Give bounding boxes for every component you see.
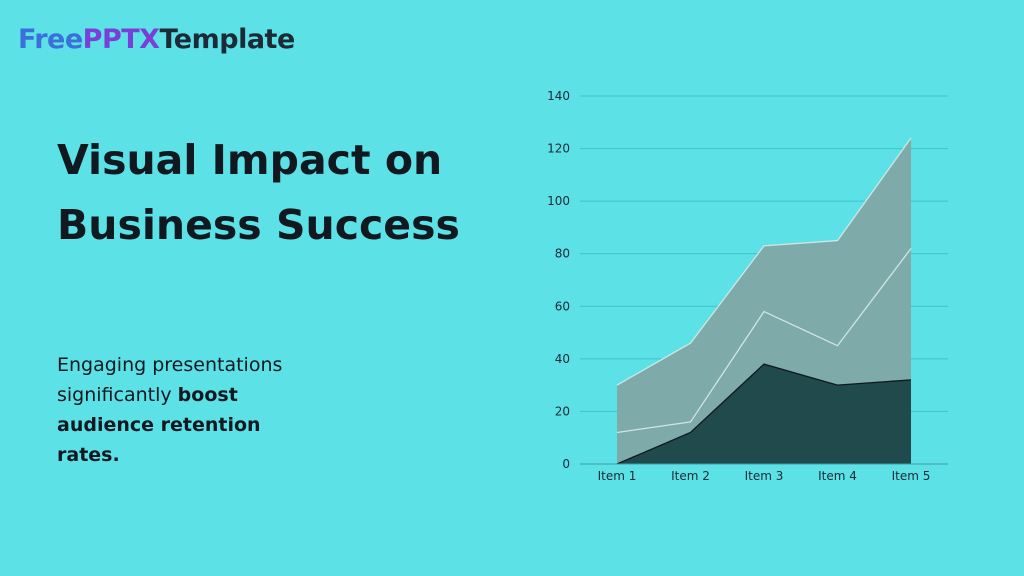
- chart-x-tick-labels: Item 1 Item 2 Item 3 Item 4 Item 5: [598, 469, 931, 483]
- y-tick-label: 140: [547, 89, 570, 103]
- area-series-2: [617, 248, 911, 464]
- series-line-1: [616, 363, 912, 465]
- y-tick-label: 20: [555, 404, 570, 418]
- brand-logo-part-template: Template: [159, 24, 295, 55]
- y-tick-label: 40: [555, 352, 570, 366]
- x-tick-label: Item 5: [892, 469, 931, 483]
- y-tick-label: 120: [547, 142, 570, 156]
- series-line-2: [616, 248, 912, 434]
- chart-areas: [617, 138, 911, 464]
- y-tick-label: 60: [555, 299, 570, 313]
- chart-y-tick-labels: 0 20 40 60 80 100 120 140: [547, 89, 570, 471]
- x-tick-label: Item 3: [745, 469, 784, 483]
- body-text-bold: boost audience retention rates.: [57, 384, 261, 466]
- y-tick-label: 100: [547, 194, 570, 208]
- brand-logo: FreePPTXTemplate: [18, 24, 295, 55]
- brand-logo-part-free: Free: [18, 24, 83, 55]
- x-tick-label: Item 4: [818, 469, 857, 483]
- series-line-3: [616, 137, 912, 386]
- body-text-plain: Engaging presentations significantly: [57, 354, 283, 406]
- chart-series-lines: [580, 137, 948, 465]
- y-tick-label: 80: [555, 247, 570, 261]
- x-tick-label: Item 2: [671, 469, 710, 483]
- slide-body-text: Engaging presentations significantly boo…: [57, 350, 327, 470]
- brand-logo-part-pptx: PPTX: [82, 24, 160, 55]
- x-tick-label: Item 1: [598, 469, 637, 483]
- area-series-1: [617, 364, 911, 464]
- area-series-3: [617, 138, 911, 433]
- y-tick-label: 0: [562, 457, 570, 471]
- slide-title: Visual Impact on Business Success: [57, 136, 460, 249]
